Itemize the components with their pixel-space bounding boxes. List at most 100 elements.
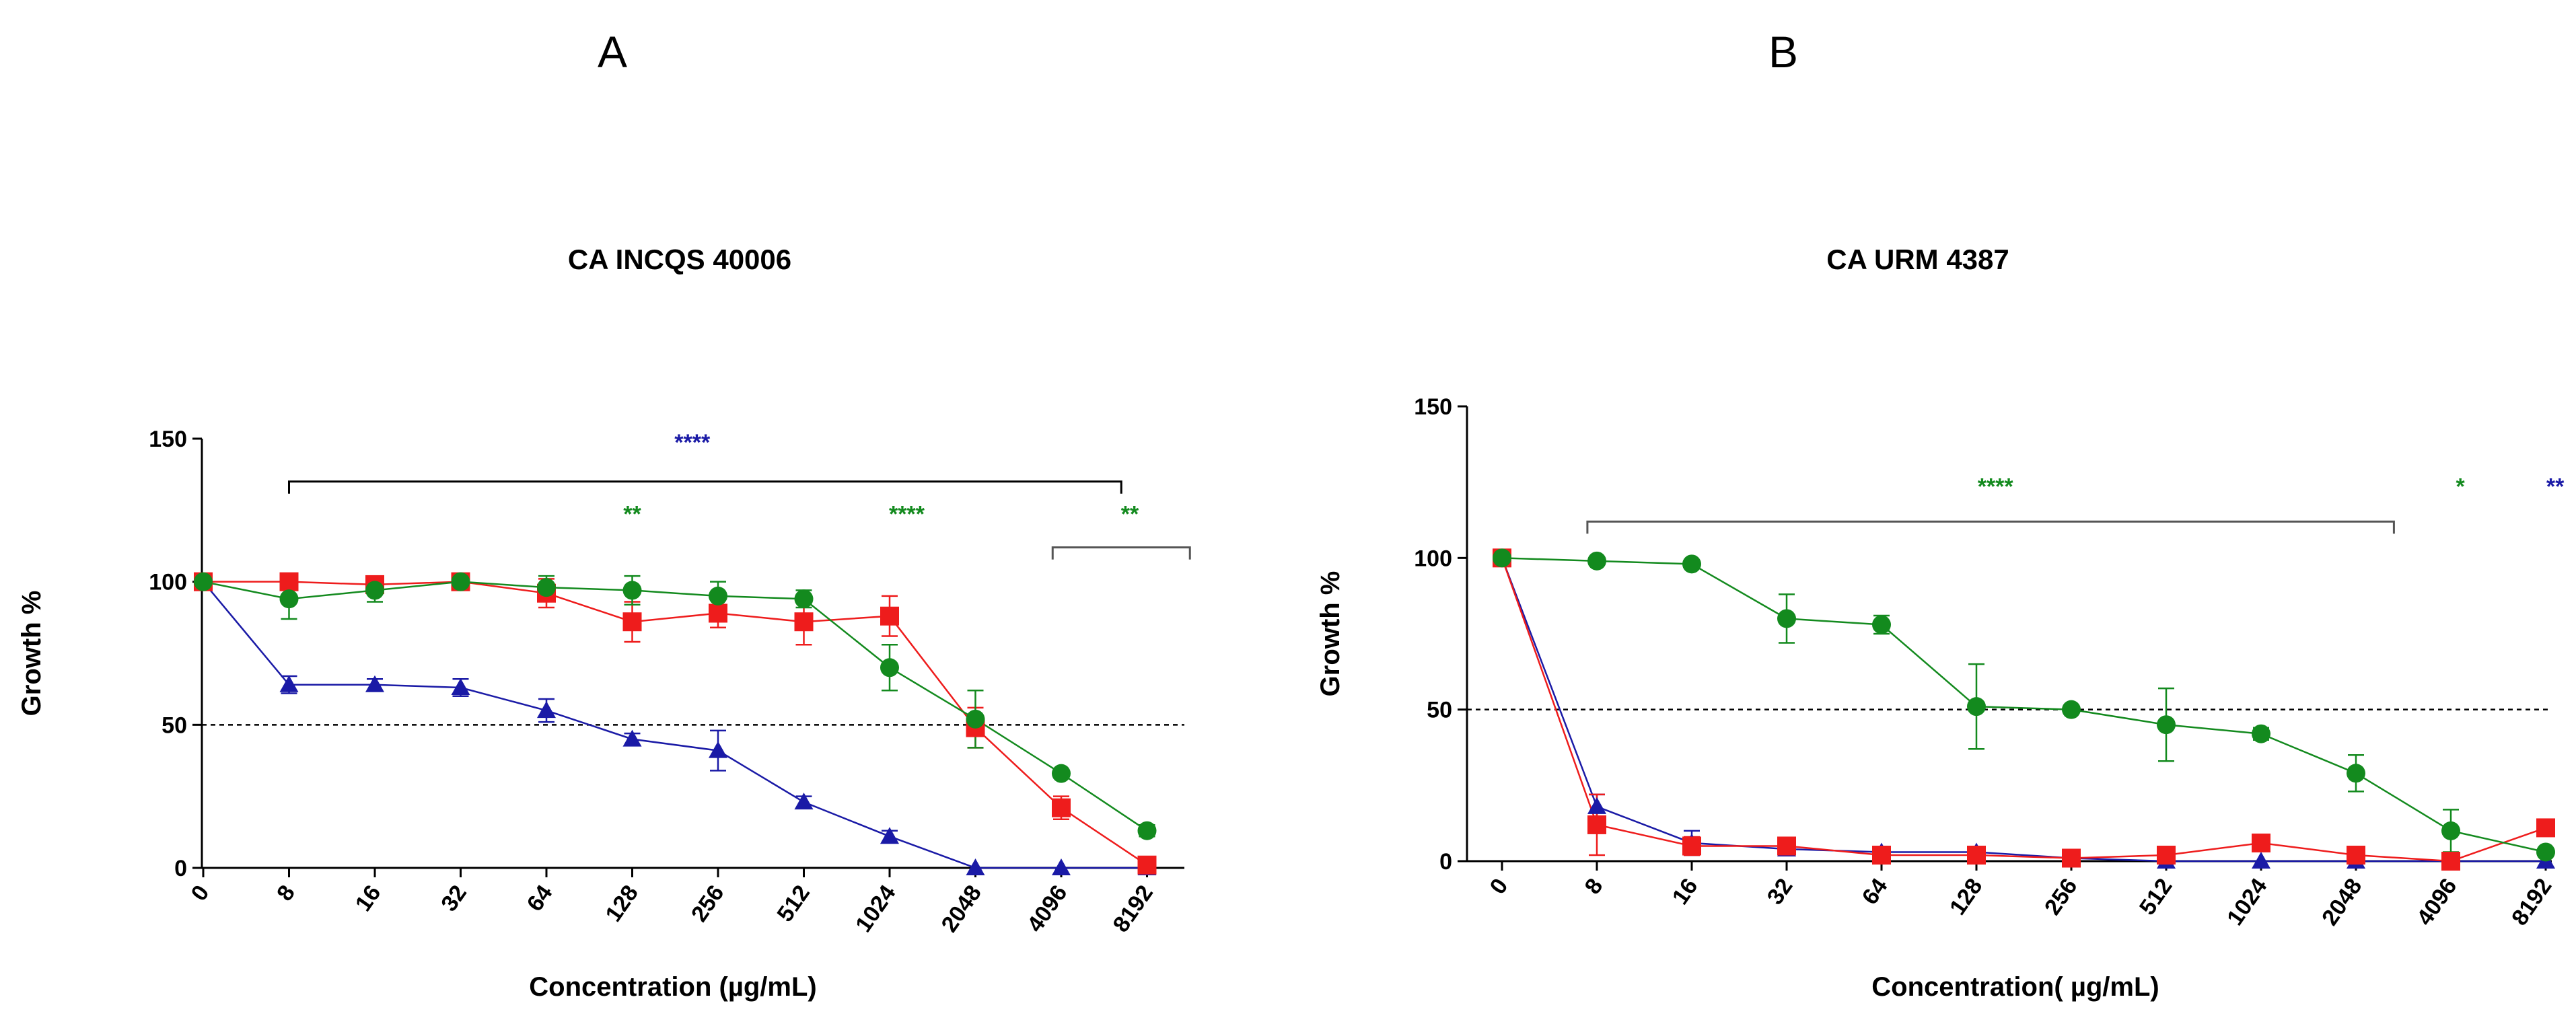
x-tick-label-b: 512 [2135, 874, 2178, 920]
significance-label-a: **** [889, 501, 925, 527]
significance-bracket-a [288, 480, 1122, 494]
y-tick-label-a: 150 [149, 427, 187, 452]
data-point-green-b [2441, 821, 2460, 840]
x-tick-label-a: 16 [351, 881, 386, 916]
x-tick-label-b: 64 [1857, 874, 1893, 910]
chart-title-b: CA URM 4387 [1826, 244, 2009, 275]
x-tick-label-a: 512 [772, 881, 815, 926]
data-point-blue-a [1052, 858, 1071, 875]
data-point-green-b [2347, 764, 2365, 783]
y-tick-label-a: 100 [149, 570, 187, 595]
data-point-red-b [2157, 845, 2176, 865]
x-tick-label-a: 128 [600, 881, 643, 926]
data-point-green-a [709, 586, 727, 606]
data-point-green-a [880, 658, 899, 677]
x-tick-label-a: 4096 [1022, 881, 1073, 937]
significance-label-b: **** [1978, 474, 2014, 500]
data-point-green-b [1682, 554, 1701, 574]
data-point-green-b [2062, 700, 2081, 719]
x-tick-label-b: 4096 [2412, 874, 2462, 930]
data-point-green-a [279, 589, 299, 609]
y-tick-label-b: 50 [1427, 698, 1452, 723]
data-point-green-b [1777, 609, 1796, 628]
series-line-green-a [203, 581, 1148, 832]
data-point-green-a [1137, 821, 1157, 840]
chart-panel-b: CA URM 4387 0 50 100 150 0 8 16 32 64 128 256 512 102… [1316, 244, 2565, 1002]
x-tick-label-a: 1024 [851, 881, 901, 937]
data-point-green-b [1493, 548, 1511, 568]
x-tick-label-b: 8 [1580, 874, 1608, 899]
x-tick-label-b: 16 [1668, 874, 1703, 910]
data-point-red-b [1967, 845, 1986, 865]
significance-bracket-a [1051, 546, 1191, 560]
x-tick-label-a: 8192 [1108, 881, 1159, 937]
data-point-green-b [1587, 551, 1606, 571]
data-point-red-b [2441, 852, 2460, 871]
x-tick-label-b: 256 [2040, 874, 2083, 920]
data-point-red-b [1777, 836, 1796, 856]
series-line-red-a [203, 581, 1148, 866]
x-tick-label-a: 64 [522, 881, 558, 916]
x-tick-label-b: 2048 [2317, 874, 2367, 930]
data-point-green-b [2536, 842, 2555, 862]
data-point-green-a [537, 578, 556, 597]
series-line-blue-b [1501, 557, 2546, 863]
significance-bracket-b [1586, 520, 2395, 534]
data-point-green-a [1052, 764, 1071, 783]
data-point-blue-a [279, 675, 299, 692]
data-point-red-a [794, 612, 814, 632]
data-point-green-a [451, 572, 470, 591]
series-line-blue-a [203, 581, 1147, 869]
x-axis-label-b: Concentration( µg/mL) [1871, 972, 2159, 1002]
x-tick-label-b: 1024 [2222, 874, 2273, 930]
x-tick-label-a: 0 [186, 881, 215, 906]
panel-b-letter: B [1768, 27, 1798, 77]
x-tick-label-a: 32 [436, 881, 472, 916]
data-point-blue-a [537, 701, 556, 719]
significance-label-b: * [2456, 474, 2465, 500]
data-point-green-a [966, 709, 985, 729]
significance-label-a: ** [1121, 501, 1139, 527]
data-point-red-a [279, 572, 299, 591]
data-point-blue-b [1587, 797, 1606, 814]
x-tick-label-a: 2048 [937, 881, 987, 937]
data-point-green-a [365, 581, 384, 600]
significance-label-b: ** [2546, 474, 2565, 500]
data-point-blue-a [365, 675, 384, 692]
data-point-blue-a [794, 793, 814, 810]
x-tick-label-a: 256 [686, 881, 729, 926]
y-tick-label-a: 0 [174, 856, 187, 881]
data-point-green-a [194, 572, 213, 591]
data-point-red-a [1137, 855, 1157, 875]
data-point-red-b [2252, 833, 2270, 852]
data-point-blue-a [622, 729, 642, 747]
data-point-green-a [622, 581, 642, 600]
y-tick-label-b: 150 [1414, 394, 1452, 420]
data-point-green-b [2252, 724, 2270, 743]
data-point-red-b [2347, 845, 2365, 865]
series-line-red-b [1501, 557, 2546, 863]
data-point-blue-a [451, 678, 470, 696]
data-point-red-b [1682, 836, 1701, 856]
data-point-red-b [1872, 845, 1891, 865]
data-point-green-b [1967, 697, 1986, 717]
data-point-green-b [1872, 615, 1891, 634]
x-tick-label-a: 8 [272, 881, 300, 906]
data-point-red-b [1587, 815, 1606, 834]
x-tick-label-b: 32 [1762, 874, 1798, 910]
data-point-green-a [794, 589, 814, 609]
y-tick-label-b: 0 [1439, 849, 1452, 875]
chart-panel-a: CA INCQS 40006 0 50 100 150 0 8 16 32 64 128 256 512… [17, 244, 1191, 1002]
x-tick-label-b: 0 [1485, 874, 1513, 899]
data-point-blue-a [880, 827, 899, 844]
data-point-blue-a [709, 741, 727, 758]
y-tick-label-a: 50 [162, 712, 187, 738]
y-tick-label-b: 100 [1414, 546, 1452, 571]
data-point-blue-b [2252, 852, 2270, 869]
series-line-green-b [1501, 557, 2546, 853]
y-axis-label-a: Growth % [17, 591, 46, 717]
x-tick-label-b: 8192 [2507, 874, 2557, 930]
data-point-red-a [1052, 798, 1071, 817]
data-point-red-a [622, 612, 642, 632]
